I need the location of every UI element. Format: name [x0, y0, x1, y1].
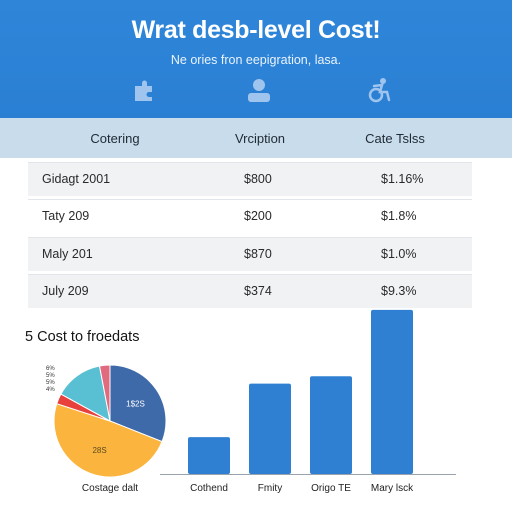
bar-category-label: Origo TE [311, 483, 351, 494]
pie-tick-label: 5% [46, 380, 55, 386]
puzzle-icon[interactable] [131, 76, 159, 104]
row-date: Gidagt 2001 [42, 172, 111, 186]
row-date: Taty 209 [42, 209, 90, 223]
accessibility-icon[interactable] [366, 76, 394, 104]
user-icon[interactable] [245, 76, 273, 104]
page-subtitle: Ne ories fron eepigration, lasa. [170, 53, 342, 67]
bar [310, 376, 352, 474]
row-amount: $870 [244, 247, 272, 261]
bar [188, 437, 230, 474]
table-row[interactable]: Maly 201 $870 $1.0% [28, 237, 472, 271]
row-amount: $200 [244, 209, 272, 223]
pie-tick-label: 6% [46, 366, 55, 372]
table-row[interactable]: Gidagt 2001 $800 $1.16% [28, 162, 472, 196]
row-rate: $1.0% [381, 247, 417, 261]
column-header-description[interactable]: Vrciption [234, 131, 286, 146]
pie-chart: 1$2S 28S 6% 5% 5% 4% [44, 360, 170, 478]
row-amount: $800 [244, 172, 272, 186]
pie-chart-caption: Costage dalt [81, 483, 139, 494]
pie-slice-label: 28S [92, 446, 106, 455]
bar-chart [158, 300, 458, 478]
bar-category-label: Mary lsck [370, 483, 414, 494]
row-date: Maly 201 [42, 247, 93, 261]
pie-tick-label: 4% [46, 387, 55, 393]
row-rate: $1.8% [381, 209, 417, 223]
page-title: Wrat desb-level Cost! [131, 16, 381, 44]
chart-section-title: 5 Cost to froedats [25, 329, 140, 345]
pie-slice [109, 364, 167, 443]
row-amount: $374 [244, 284, 272, 298]
bar-category-label: Fmity [257, 483, 283, 494]
row-date: July 209 [42, 284, 89, 298]
table-row[interactable]: Taty 209 $200 $1.8% [28, 199, 472, 233]
pie-slice-label: 1$2S [126, 400, 145, 409]
column-header-category[interactable]: Cotering [90, 131, 140, 146]
pie-tick-label: 5% [46, 373, 55, 379]
table-row[interactable]: July 209 $374 $9.3% [28, 274, 472, 308]
table-header: Cotering Vrciption Cate Tslss [0, 118, 512, 158]
row-rate: $1.16% [381, 172, 424, 186]
header-banner: Wrat desb-level Cost! Ne ories fron eepi… [0, 0, 512, 118]
column-header-rate[interactable]: Cate Tslss [365, 131, 425, 146]
row-rate: $9.3% [381, 284, 417, 298]
bar [371, 309, 413, 474]
pie-slice [53, 403, 163, 478]
bar [249, 383, 291, 474]
pie-slice [98, 364, 111, 422]
bar-category-label: Cothend [190, 483, 228, 494]
